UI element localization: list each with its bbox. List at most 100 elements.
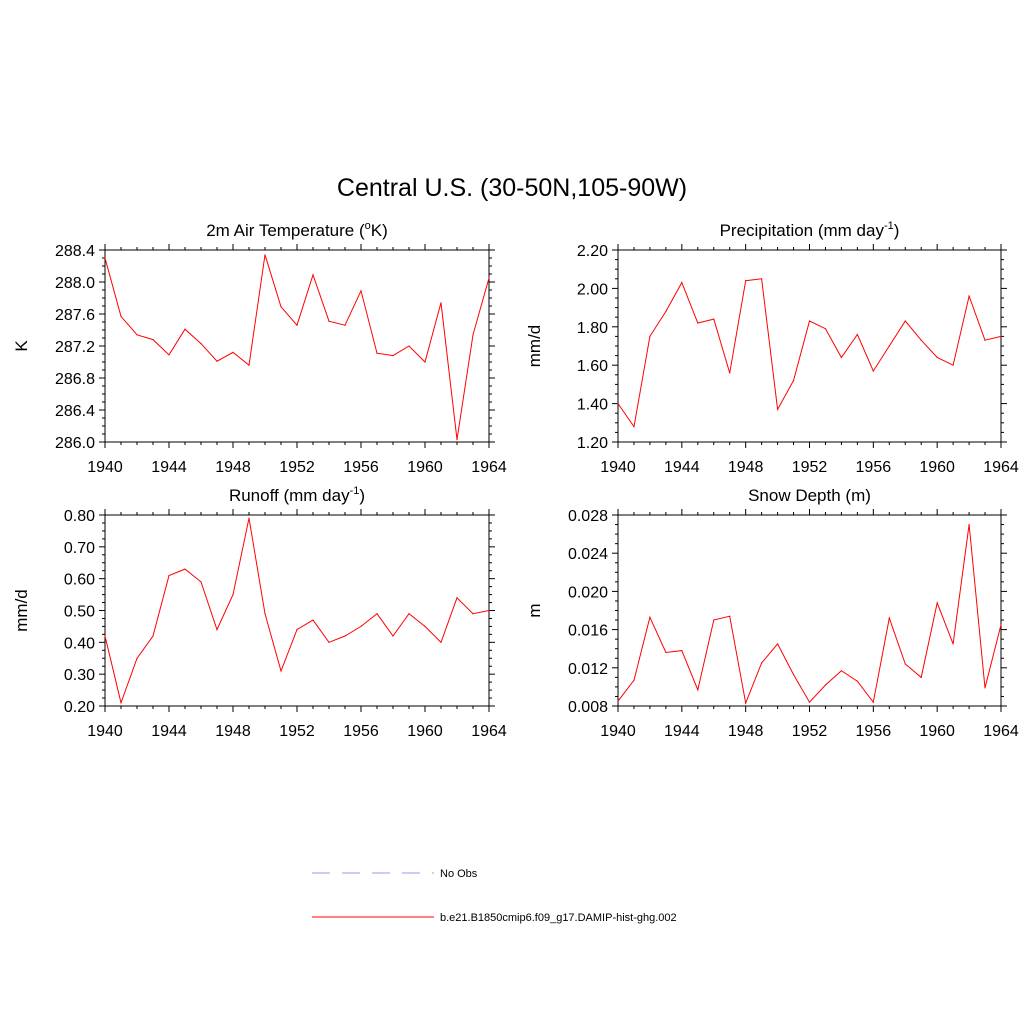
data-point	[184, 568, 186, 570]
plot-frame	[104, 249, 490, 443]
panel-title-text: 2m Air Temperature (	[206, 221, 365, 240]
data-point	[168, 354, 170, 356]
data-point	[968, 295, 970, 297]
data-point	[745, 280, 747, 282]
y-tick-label: 0.20	[64, 699, 95, 716]
data-point	[104, 635, 106, 637]
data-point	[968, 523, 970, 526]
data-point	[936, 602, 938, 604]
data-point	[280, 306, 282, 308]
data-point	[697, 322, 699, 324]
data-point	[1000, 624, 1002, 626]
x-tick-label: 1964	[983, 723, 1019, 740]
data-point	[792, 380, 795, 382]
data-point	[248, 364, 250, 366]
data-point	[777, 643, 779, 645]
y-tick-label: 0.008	[568, 699, 608, 716]
x-tick-label: 1952	[279, 459, 315, 476]
data-point	[808, 701, 811, 703]
data-point	[904, 320, 906, 322]
x-tick-label: 1944	[664, 459, 700, 476]
x-tick-label: 1960	[919, 723, 955, 740]
x-tick-label: 1964	[983, 459, 1019, 476]
data-point	[665, 310, 667, 312]
data-point	[840, 356, 843, 359]
y-tick-label: 0.016	[568, 623, 608, 640]
panel-title-superscript: o	[365, 220, 371, 232]
data-point	[216, 629, 218, 631]
data-point	[200, 581, 202, 583]
panel-1: 2m Air Temperature (oK) K 286.0 286.4 286.8 2…	[12, 220, 507, 476]
y-axis-label: m	[525, 603, 544, 617]
data-point	[280, 670, 282, 672]
panel-title: Runoff (mm day-1)	[229, 485, 365, 505]
data-point	[856, 333, 859, 336]
panel-title-suffix: )	[359, 486, 365, 505]
data-point	[713, 318, 715, 320]
plot-frame	[104, 514, 490, 707]
x-tick-label: 1948	[215, 723, 251, 740]
y-tick-label: 0.020	[568, 584, 608, 601]
data-point	[840, 670, 843, 672]
x-tick-label: 1960	[919, 459, 955, 476]
data-point	[200, 343, 202, 345]
x-tick-label: 1940	[87, 723, 123, 740]
x-tick-label: 1952	[792, 723, 828, 740]
data-point	[424, 361, 426, 363]
y-tick-label: 0.028	[568, 508, 608, 525]
data-series-line	[617, 278, 1002, 428]
data-point	[824, 684, 827, 686]
y-tick-label: 286.0	[55, 435, 95, 452]
data-point	[328, 641, 330, 643]
data-point	[392, 635, 394, 637]
x-tick-label: 1944	[151, 723, 187, 740]
data-point	[184, 328, 186, 330]
y-axis-label: K	[12, 340, 31, 352]
panel-title: 2m Air Temperature (oK)	[206, 220, 388, 240]
data-point	[104, 257, 106, 259]
panel-title-text: Snow Depth (m)	[748, 486, 871, 505]
data-point	[440, 641, 442, 643]
data-point	[136, 657, 138, 659]
data-point	[808, 320, 811, 322]
x-tick-label: 1940	[87, 459, 123, 476]
data-point	[408, 613, 410, 615]
data-point	[264, 254, 266, 256]
data-point	[360, 625, 362, 628]
data-point	[360, 290, 362, 292]
data-point	[312, 619, 314, 621]
data-point	[681, 650, 683, 652]
data-series-line	[104, 254, 490, 440]
data-point	[1000, 335, 1002, 337]
data-point	[296, 324, 298, 326]
x-tick-label: 1940	[600, 459, 636, 476]
x-tick-label: 1956	[343, 459, 379, 476]
data-point	[697, 689, 699, 691]
data-point	[456, 439, 458, 441]
data-point	[168, 574, 170, 577]
data-series-line	[104, 518, 490, 705]
y-tick-label: 1.80	[577, 320, 608, 337]
y-tick-label: 0.50	[64, 604, 95, 621]
data-point	[152, 635, 154, 637]
data-point	[216, 360, 218, 362]
panel-title-superscript: -1	[350, 485, 360, 497]
y-tick-label: 0.012	[568, 661, 608, 678]
y-tick-label: 0.024	[568, 546, 608, 563]
data-point	[936, 356, 938, 359]
data-point	[729, 372, 731, 374]
data-point	[376, 352, 378, 354]
data-point	[120, 315, 122, 317]
data-point	[984, 339, 986, 341]
x-tick-label: 1956	[343, 723, 379, 740]
data-point	[761, 278, 763, 280]
data-point	[745, 702, 747, 704]
x-tick-label: 1956	[856, 459, 892, 476]
data-point	[136, 334, 138, 336]
x-tick-label: 1944	[151, 459, 187, 476]
data-point	[665, 651, 667, 654]
panel-title-superscript: -1	[884, 220, 894, 232]
x-tick-label: 1960	[407, 459, 443, 476]
data-point	[232, 594, 234, 596]
